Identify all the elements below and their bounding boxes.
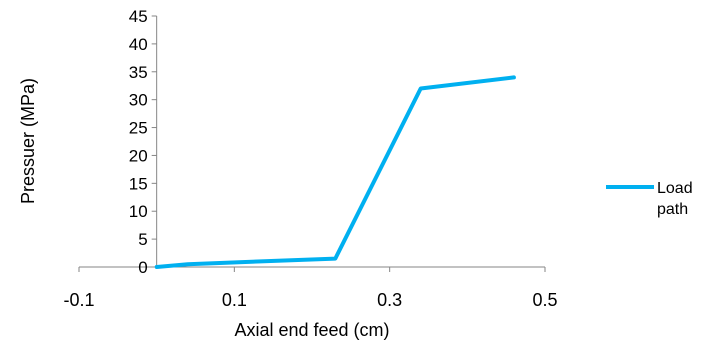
x-tick-label: -0.1	[63, 290, 94, 310]
y-tick-label: 10	[129, 202, 148, 221]
y-tick-label: 5	[138, 230, 147, 249]
x-tick-label: 0.1	[222, 290, 247, 310]
axes: 0 5 10 15 20 25 30 35 40 45 -0.1 0.1 0.3 0.5	[63, 7, 557, 310]
series-line-load-path	[154, 75, 516, 269]
y-axis-title: Pressuer (MPa)	[18, 78, 38, 204]
series-layer	[154, 75, 516, 269]
legend: Load path	[606, 180, 693, 218]
y-tick-label: 35	[129, 63, 148, 82]
y-tick-label: 40	[129, 35, 148, 54]
y-tick-label: 45	[129, 7, 148, 26]
x-tick-label: 0.3	[377, 290, 402, 310]
legend-label: Load	[657, 180, 693, 197]
y-tick-label: 20	[129, 146, 148, 165]
x-axis-title: Axial end feed (cm)	[234, 320, 389, 340]
y-tick-label: 25	[129, 119, 148, 138]
axis-labels: Axial end feed (cm) Pressuer (MPa)	[18, 78, 390, 340]
y-tick-label: 30	[129, 91, 148, 110]
y-tick-label: 15	[129, 174, 148, 193]
y-tick-label: 0	[138, 258, 147, 277]
x-tick-label: 0.5	[532, 290, 557, 310]
legend-label: path	[657, 201, 688, 218]
